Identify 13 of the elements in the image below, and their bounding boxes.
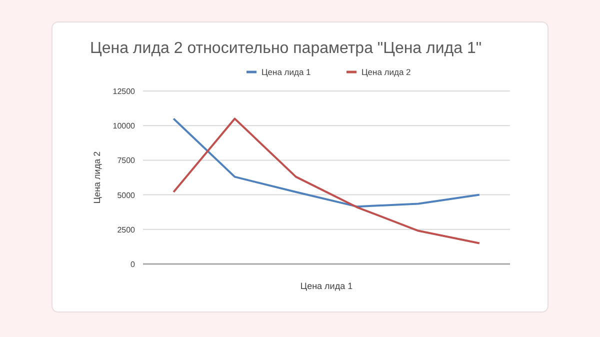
- y-tick-label: 10000: [112, 122, 136, 131]
- line-series: [172, 118, 480, 208]
- x-axis-title: Цена лида 1: [300, 281, 353, 291]
- y-tick-label: 12500: [112, 87, 136, 96]
- legend-label: Цена лида 1: [262, 67, 312, 77]
- y-axis-title: Цена лида 2: [92, 151, 102, 204]
- chart-title: Цена лида 2 относительно параметра "Цена лида 1": [90, 40, 482, 57]
- y-tick-label: 7500: [117, 156, 136, 166]
- y-tick-label: 0: [130, 260, 136, 269]
- line-series: [172, 118, 480, 244]
- y-tick-label: 2500: [117, 225, 136, 234]
- legend-label: Цена лида 2: [362, 67, 412, 77]
- y-tick-label: 5000: [117, 190, 136, 200]
